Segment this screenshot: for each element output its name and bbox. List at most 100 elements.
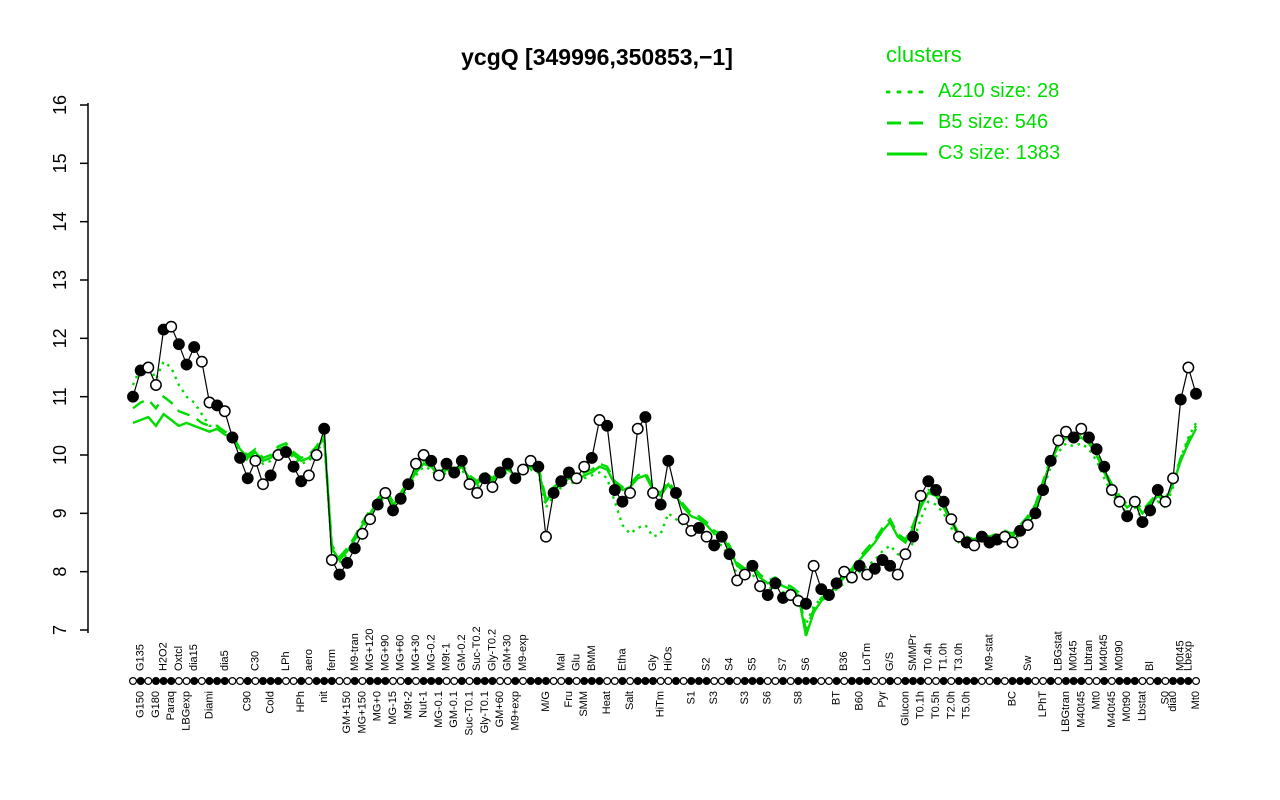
- x-axis-label: T3.0h: [953, 643, 965, 671]
- condition-marker: [396, 676, 405, 685]
- cluster-line-b5: [132, 394, 1198, 635]
- condition-marker: [1039, 676, 1048, 685]
- data-point: [838, 565, 851, 578]
- chart-title: ycgQ [349996,350853,−1]: [461, 44, 733, 70]
- data-point: [1098, 460, 1111, 473]
- x-axis-label: Heat: [601, 691, 613, 714]
- condition-marker: [496, 676, 505, 685]
- y-tick-label: 11: [50, 387, 70, 406]
- data-point: [295, 475, 308, 488]
- condition-marker: [909, 676, 918, 685]
- condition-marker: [740, 676, 749, 685]
- data-point: [715, 530, 728, 543]
- x-axis-label: S5: [746, 658, 758, 671]
- condition-marker: [1176, 676, 1185, 685]
- data-point: [585, 451, 598, 464]
- condition-marker: [213, 676, 222, 685]
- x-axis-label: HiTm: [655, 691, 667, 717]
- x-axis-label: M0t90: [1114, 640, 1126, 671]
- condition-marker: [1008, 676, 1017, 685]
- data-point: [1082, 431, 1095, 444]
- condition-marker: [939, 676, 948, 685]
- data-point: [647, 486, 659, 499]
- condition-marker: [786, 676, 795, 685]
- data-point: [723, 548, 736, 561]
- data-point: [1167, 472, 1180, 485]
- x-axis-label: dia0: [1167, 691, 1179, 712]
- data-point: [287, 460, 300, 473]
- data-point: [172, 338, 185, 351]
- data-point: [884, 559, 897, 572]
- data-point: [853, 559, 866, 572]
- x-axis-label: M9-exp: [517, 634, 529, 671]
- condition-marker: [603, 676, 612, 685]
- x-axis-label: S0: [1159, 691, 1171, 704]
- data-point: [1151, 484, 1164, 496]
- data-point: [922, 475, 935, 488]
- x-axis-label: LBGstat: [1052, 631, 1064, 671]
- condition-marker: [725, 676, 734, 685]
- y-tick-label: 10: [50, 445, 70, 465]
- data-point: [601, 419, 614, 432]
- condition-marker: [1146, 676, 1155, 685]
- condition-marker: [1054, 676, 1063, 685]
- condition-marker: [373, 676, 382, 685]
- x-axis-label: Suc-T0.1: [463, 691, 475, 736]
- x-axis-label: T0.5h: [930, 691, 942, 719]
- condition-marker: [901, 676, 910, 685]
- legend-entry-label: A210 size: 28: [938, 80, 1060, 102]
- x-axis-label: Salt: [624, 691, 636, 710]
- condition-marker: [618, 676, 627, 685]
- data-point: [616, 495, 629, 508]
- condition-marker: [243, 676, 252, 685]
- condition-marker: [1000, 676, 1009, 685]
- legend-entry-label: C3 size: 1383: [938, 142, 1061, 164]
- x-axis-label: Bl: [1144, 661, 1156, 671]
- data-point: [142, 361, 155, 374]
- condition-marker: [434, 676, 443, 685]
- x-axis-label: M0t45: [1175, 640, 1187, 671]
- x-axis-label: Glu: [571, 654, 583, 671]
- data-point: [937, 495, 950, 508]
- x-axis-label: H2O2: [158, 642, 170, 671]
- condition-marker: [289, 676, 298, 685]
- data-point: [532, 460, 545, 473]
- condition-marker: [626, 676, 635, 685]
- condition-marker: [304, 676, 313, 685]
- data-point: [302, 469, 315, 482]
- condition-marker: [1046, 676, 1055, 685]
- data-point: [310, 449, 323, 461]
- condition-marker: [564, 676, 573, 685]
- x-axis-label: MG+30: [410, 635, 422, 671]
- condition-marker: [251, 676, 260, 685]
- y-tick-label: 15: [50, 153, 70, 173]
- condition-marker: [993, 676, 1002, 685]
- x-axis-label: Mt0: [1190, 691, 1202, 709]
- condition-marker: [710, 676, 719, 685]
- x-axis-label: S6: [762, 691, 774, 704]
- condition-marker: [748, 676, 757, 685]
- x-axis-label: M/G: [540, 691, 552, 712]
- x-axis-label: BT: [831, 691, 843, 705]
- condition-marker: [763, 676, 772, 685]
- condition-marker: [595, 676, 604, 685]
- condition-marker: [580, 676, 589, 685]
- x-axis-label: Lbstat: [1136, 691, 1148, 721]
- x-axis-label: T5.0h: [961, 691, 973, 719]
- x-axis-label: MG+120: [364, 629, 376, 672]
- condition-marker: [771, 676, 780, 685]
- data-point: [1037, 484, 1050, 496]
- condition-marker: [366, 676, 375, 685]
- data-point: [501, 457, 514, 470]
- x-axis-label: Lbtran: [1083, 640, 1095, 671]
- x-axis-label: LoTm: [861, 643, 873, 671]
- x-axis-label: M9+exp: [509, 691, 521, 730]
- data-point: [471, 486, 484, 499]
- condition-marker: [167, 676, 176, 685]
- condition-marker: [465, 676, 474, 685]
- condition-marker: [1077, 676, 1086, 685]
- data-point: [1136, 516, 1149, 529]
- condition-marker: [694, 676, 703, 685]
- data-point: [226, 431, 239, 444]
- data-point: [249, 454, 262, 467]
